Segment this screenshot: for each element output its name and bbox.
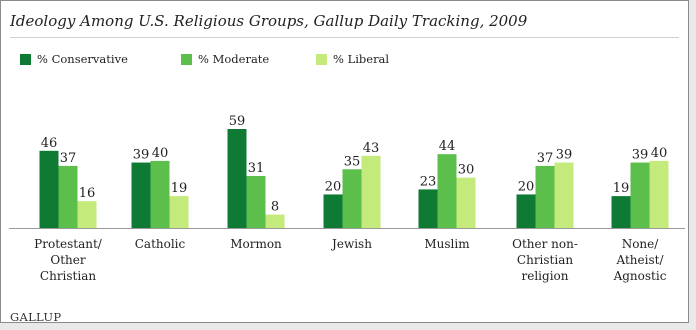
bar-conservative-other-non-christian-religion	[516, 194, 536, 228]
bar-conservative-protestant-other-christian	[39, 150, 59, 228]
legend-label-conservative: % Conservative	[37, 52, 128, 66]
data-label-conservative-jewish: 20	[325, 179, 342, 194]
bar-moderate-catholic	[150, 160, 170, 228]
data-label-liberal-protestant-other-christian: 16	[79, 186, 96, 201]
category-label-other-non-christian-religion-line-2: Christian	[517, 253, 573, 267]
gallup-logo: GALLUP	[10, 310, 62, 324]
data-label-liberal-mormon: 8	[271, 200, 279, 215]
data-label-conservative-mormon: 59	[229, 114, 246, 129]
bar-conservative-catholic	[131, 162, 151, 228]
legend-swatch-liberal	[316, 54, 327, 65]
bar-conservative-muslim	[418, 189, 438, 228]
data-label-moderate-muslim: 44	[439, 139, 456, 154]
bar-moderate-mormon	[246, 175, 266, 228]
legend-label-liberal: % Liberal	[333, 52, 390, 66]
data-label-moderate-protestant-other-christian: 37	[60, 151, 77, 166]
category-label-protestant-other-christian-line-3: Christian	[40, 269, 96, 283]
bar-conservative-mormon	[227, 129, 247, 228]
data-label-moderate-other-non-christian-religion: 37	[537, 151, 554, 166]
category-label-none-atheist-agnostic-line-2: Atheist/	[616, 253, 665, 267]
category-label-protestant-other-christian-line-2: Other	[50, 253, 85, 267]
bar-moderate-jewish	[342, 169, 362, 228]
bar-liberal-muslim	[456, 177, 476, 228]
bar-liberal-catholic	[169, 196, 189, 228]
data-label-conservative-catholic: 39	[133, 148, 150, 163]
chart-title: Ideology Among U.S. Religious Groups, Ga…	[10, 12, 528, 30]
bar-liberal-other-non-christian-religion	[554, 162, 574, 228]
bar-liberal-jewish	[361, 155, 381, 228]
bar-liberal-none-atheist-agnostic	[649, 160, 669, 228]
data-label-moderate-jewish: 35	[344, 154, 361, 169]
bar-moderate-protestant-other-christian	[58, 165, 78, 228]
category-label-jewish: Jewish	[330, 237, 372, 251]
category-label-muslim: Muslim	[424, 237, 470, 251]
data-label-liberal-jewish: 43	[363, 141, 380, 156]
bar-conservative-jewish	[323, 194, 343, 228]
title-divider	[10, 37, 679, 38]
data-label-conservative-none-atheist-agnostic: 19	[613, 181, 630, 196]
data-label-moderate-none-atheist-agnostic: 39	[632, 148, 649, 163]
legend-swatch-moderate	[181, 54, 192, 65]
category-label-catholic: Catholic	[135, 237, 186, 251]
category-label-other-non-christian-religion-line-1: Other non-	[512, 237, 578, 251]
data-label-moderate-catholic: 40	[152, 146, 169, 161]
data-label-liberal-muslim: 30	[458, 163, 475, 178]
data-label-moderate-mormon: 31	[248, 161, 265, 176]
data-label-conservative-muslim: 23	[420, 174, 437, 189]
category-label-other-non-christian-religion-line-3: religion	[522, 269, 569, 283]
legend-swatch-conservative	[20, 54, 31, 65]
data-label-conservative-protestant-other-christian: 46	[41, 136, 58, 151]
category-label-none-atheist-agnostic-line-1: None/	[622, 237, 660, 251]
category-label-protestant-other-christian-line-1: Protestant/	[34, 237, 103, 251]
bar-conservative-none-atheist-agnostic	[611, 196, 631, 228]
bar-moderate-other-non-christian-religion	[535, 165, 555, 228]
bar-moderate-none-atheist-agnostic	[630, 162, 650, 228]
bar-liberal-protestant-other-christian	[77, 201, 97, 228]
data-label-liberal-catholic: 19	[171, 181, 188, 196]
data-label-liberal-none-atheist-agnostic: 40	[651, 146, 668, 161]
bar-liberal-mormon	[265, 214, 285, 228]
data-label-conservative-other-non-christian-religion: 20	[518, 179, 535, 194]
data-label-liberal-other-non-christian-religion: 39	[556, 148, 573, 163]
category-label-mormon: Mormon	[230, 237, 282, 251]
chart-frame: Ideology Among U.S. Religious Groups, Ga…	[0, 0, 689, 324]
bar-moderate-muslim	[437, 154, 457, 228]
category-label-none-atheist-agnostic-line-3: Agnostic	[613, 269, 667, 283]
legend-label-moderate: % Moderate	[198, 52, 270, 66]
